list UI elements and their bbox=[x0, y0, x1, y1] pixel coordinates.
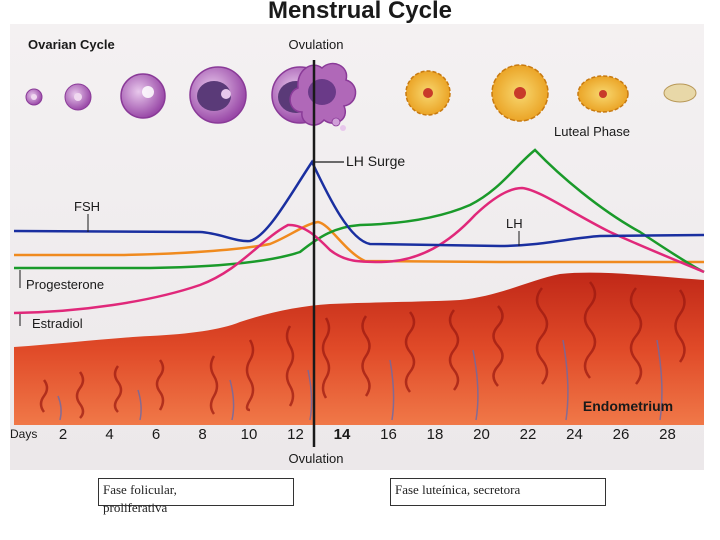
progesterone-label: Progesterone bbox=[26, 277, 104, 292]
progesterone-curve bbox=[14, 148, 705, 274]
follicle-4 bbox=[189, 66, 247, 124]
day-tick-16: 16 bbox=[380, 426, 397, 443]
luteal-phase-label: Luteal Phase bbox=[554, 124, 630, 139]
estradiol-label: Estradiol bbox=[32, 316, 83, 331]
day-tick-24: 24 bbox=[566, 426, 583, 443]
follicular-phase-caption: Fase folicular, proliferativa bbox=[98, 478, 294, 515]
corpus-albicans bbox=[663, 83, 697, 103]
corpus-luteum-3 bbox=[577, 75, 629, 113]
diagram-title: Menstrual Cycle bbox=[268, 0, 452, 24]
hormone-curves bbox=[13, 148, 705, 315]
spiral-arteries bbox=[57, 339, 663, 421]
ovulation-label-bottom: Ovulation bbox=[289, 451, 344, 466]
day-tick-6: 6 bbox=[152, 426, 160, 443]
day-tick-10: 10 bbox=[241, 426, 258, 443]
menstrual-cycle-diagram: Menstrual Cycle Ovarian Cycle Ovulation bbox=[10, 0, 705, 470]
estradiol-curve bbox=[14, 220, 704, 264]
follicular-caption-line-1: Fase folicular, bbox=[103, 482, 177, 497]
day-tick-4: 4 bbox=[105, 426, 113, 443]
follicular-caption-line-2: proliferativa bbox=[103, 500, 168, 515]
follicle-1 bbox=[25, 88, 43, 106]
day-tick-14: 14 bbox=[334, 426, 351, 443]
corpus-luteum-1 bbox=[405, 70, 451, 116]
day-tick-20: 20 bbox=[473, 426, 490, 443]
lh-surge-label: LH Surge bbox=[346, 153, 405, 169]
fsh-curve bbox=[13, 159, 705, 248]
follicle-2 bbox=[64, 83, 92, 111]
luteal-phase-caption: Fase luteínica, secretora bbox=[390, 478, 606, 506]
endometrium-label: Endometrium bbox=[583, 398, 673, 414]
endometrium-layer bbox=[14, 272, 704, 425]
lh-curve bbox=[13, 186, 705, 315]
day-tick-18: 18 bbox=[427, 426, 444, 443]
day-tick-8: 8 bbox=[198, 426, 206, 443]
lh-label: LH bbox=[506, 216, 523, 231]
follicle-stages bbox=[25, 62, 357, 131]
day-tick-22: 22 bbox=[520, 426, 537, 443]
ovulating-follicle bbox=[289, 62, 357, 131]
endometrial-glands bbox=[39, 281, 686, 419]
fsh-label: FSH bbox=[74, 199, 100, 214]
day-tick-26: 26 bbox=[613, 426, 630, 443]
days-label: Days bbox=[10, 427, 37, 441]
day-tick-12: 12 bbox=[287, 426, 304, 443]
corpus-luteum-stages bbox=[405, 64, 697, 122]
day-tick-28: 28 bbox=[659, 426, 676, 443]
ovulation-label-top: Ovulation bbox=[289, 37, 344, 52]
ovarian-cycle-label: Ovarian Cycle bbox=[28, 37, 115, 52]
day-tick-2: 2 bbox=[59, 426, 67, 443]
follicle-3 bbox=[120, 73, 166, 119]
day-tick-labels: 2 4 6 8 10 12 14 16 18 20 22 24 26 28 bbox=[59, 426, 676, 443]
corpus-luteum-2 bbox=[491, 64, 549, 122]
